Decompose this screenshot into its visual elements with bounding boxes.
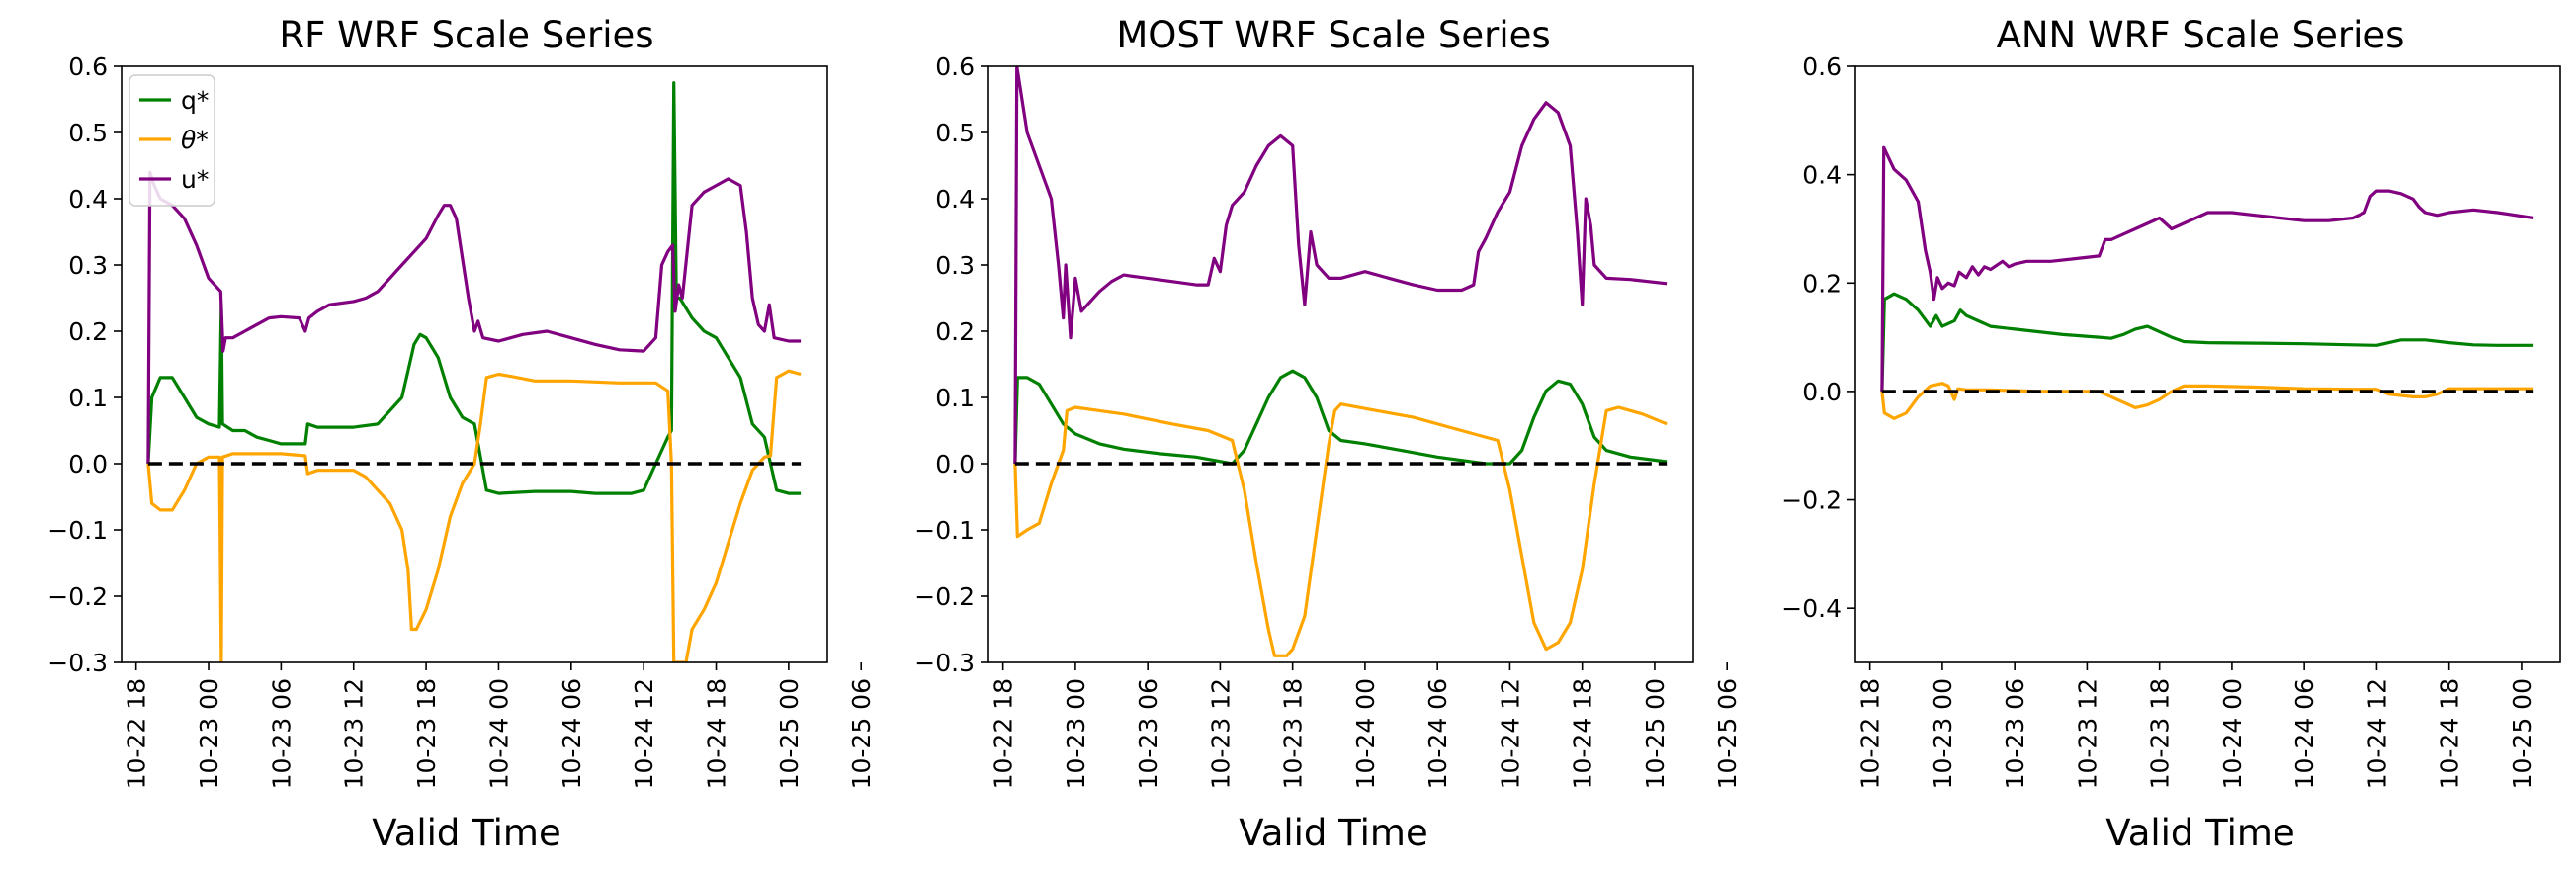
chart-title-most: MOST WRF Scale Series: [1116, 14, 1550, 56]
x-tick-label: 10-24 00: [484, 678, 513, 789]
x-tick-label: 10-24 18: [2436, 678, 2464, 789]
y-tick-label: 0.6: [1802, 52, 1842, 81]
x-tick-label: 10-23 00: [1062, 678, 1090, 789]
plot-frame-ann: [1854, 65, 2561, 663]
series-line-u-star: [146, 170, 802, 465]
x-tick-label: 10-25 00: [2508, 678, 2536, 789]
series-line-q-star: [1013, 369, 1668, 466]
y-tick-label: 0.6: [935, 52, 975, 81]
plot-frame-rf: [121, 65, 828, 663]
x-tick-label: 10-24 06: [2290, 678, 2319, 789]
x-axis-label-ann: Valid Time: [2105, 812, 2294, 854]
y-tick-label: −0.2: [47, 582, 108, 611]
y-tick-label: 0.0: [1802, 378, 1842, 406]
y-tick-label: 0.4: [935, 185, 975, 214]
y-tick-label: 0.2: [935, 317, 975, 346]
series-line-theta-star: [1013, 402, 1668, 657]
y-tick-label: −0.1: [914, 516, 975, 545]
x-tick-label: 10-23 00: [195, 678, 223, 789]
x-tick-label: 10-23 12: [1206, 678, 1235, 789]
x-tick-label: 10-22 18: [1856, 678, 1885, 789]
x-tick-label: 10-23 06: [267, 678, 296, 789]
x-tick-label: 10-24 18: [703, 678, 731, 789]
series-line-q-star: [1880, 292, 2534, 392]
x-tick-label: 10-24 06: [558, 678, 586, 789]
y-tick-label: 0.3: [68, 251, 108, 280]
x-tick-label: 10-25 00: [1641, 678, 1670, 789]
legend-label-q-star: q*: [181, 86, 209, 115]
y-tick-label: −0.1: [47, 516, 108, 545]
y-tick-label: 0.5: [935, 119, 975, 147]
series-line-u-star: [1880, 145, 2534, 392]
x-tick-label: 10-22 18: [123, 678, 151, 789]
x-tick-label: 10-24 12: [2362, 678, 2391, 789]
y-tick-label: −0.3: [914, 649, 975, 677]
x-tick-label: 10-25 00: [775, 678, 804, 789]
chart-title-rf: RF WRF Scale Series: [279, 14, 653, 56]
x-axis-label-rf: Valid Time: [372, 812, 560, 854]
x-tick-label: 10-24 12: [1496, 678, 1524, 789]
panel-rf: RF WRF Scale Series Valid Time −0.3 −0.2 −…: [47, 14, 876, 854]
x-tick-label: 10-25 06: [847, 678, 876, 789]
x-tick-label: 10-22 18: [989, 678, 1018, 789]
y-tick-label: 0.5: [68, 119, 108, 147]
x-tick-label: 10-23 18: [412, 678, 441, 789]
x-axis-label-most: Valid Time: [1239, 812, 1427, 854]
x-tick-label: 10-23 18: [1279, 678, 1308, 789]
x-tick-label: 10-23 00: [1929, 678, 1957, 789]
x-tick-label: 10-23 12: [2073, 678, 2102, 789]
y-tick-label: 0.0: [68, 450, 108, 479]
y-tick-label: −0.2: [1781, 486, 1842, 515]
legend-label-theta-star: θ*: [181, 126, 209, 154]
legend: q* θ* u*: [129, 74, 215, 207]
x-tick-label: 10-23 06: [2001, 678, 2029, 789]
y-tick-label: 0.2: [68, 317, 108, 346]
series-line-u-star: [1013, 66, 1668, 465]
y-tick-label: 0.6: [68, 52, 108, 81]
x-tick-label: 10-24 18: [1569, 678, 1597, 789]
y-tick-label: 0.1: [935, 384, 975, 412]
x-tick-label: 10-24 06: [1423, 678, 1452, 789]
legend-label-u-star: u*: [181, 165, 209, 194]
x-tick-label: 10-24 00: [2218, 678, 2247, 789]
y-tick-label: 0.3: [935, 251, 975, 280]
y-tick-label: 0.0: [935, 450, 975, 479]
panel-most: MOST WRF Scale Series Valid Time −0.3 −0.…: [914, 14, 1742, 854]
x-tick-label: 10-24 00: [1351, 678, 1380, 789]
x-tick-label: 10-23 18: [2146, 678, 2175, 789]
series-line-theta-star: [1880, 382, 2534, 420]
x-tick-label: 10-23 06: [1134, 678, 1162, 789]
x-tick-label: 10-24 12: [630, 678, 658, 789]
series-line-q-star: [146, 81, 802, 495]
y-tick-label: 0.1: [68, 384, 108, 412]
x-tick-label: 10-25 06: [1713, 678, 1742, 789]
y-tick-label: 0.4: [1802, 161, 1842, 190]
y-tick-label: 0.2: [1802, 269, 1842, 298]
y-tick-label: −0.3: [47, 649, 108, 677]
y-tick-label: 0.4: [68, 185, 108, 214]
x-tick-label: 10-23 12: [340, 678, 369, 789]
legend-box: [129, 74, 215, 207]
y-tick-label: −0.4: [1781, 594, 1842, 623]
chart-title-ann: ANN WRF Scale Series: [1997, 14, 2405, 56]
plot-frame-most: [987, 65, 1694, 663]
series-line-theta-star: [146, 369, 802, 662]
panel-ann: ANN WRF Scale Series Valid Time −0.4 −0.2…: [1781, 14, 2561, 854]
y-tick-label: −0.2: [914, 582, 975, 611]
